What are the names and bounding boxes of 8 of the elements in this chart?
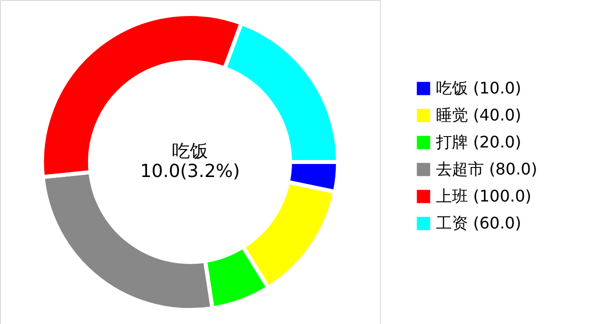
- legend-label: 上班 (100.0): [436, 186, 532, 206]
- legend-label: 打牌 (20.0): [435, 132, 522, 152]
- legend-label: 工资 (60.0): [436, 214, 522, 232]
- legend-label: 吃饭 (10.0): [436, 78, 522, 98]
- text: 10.0(3.2%): [140, 161, 240, 182]
- text: 吃饭: [172, 141, 208, 162]
- legend-label: 睡觉 (40.0): [436, 106, 522, 124]
- legend-label: 去超市 (80.0): [436, 160, 538, 178]
